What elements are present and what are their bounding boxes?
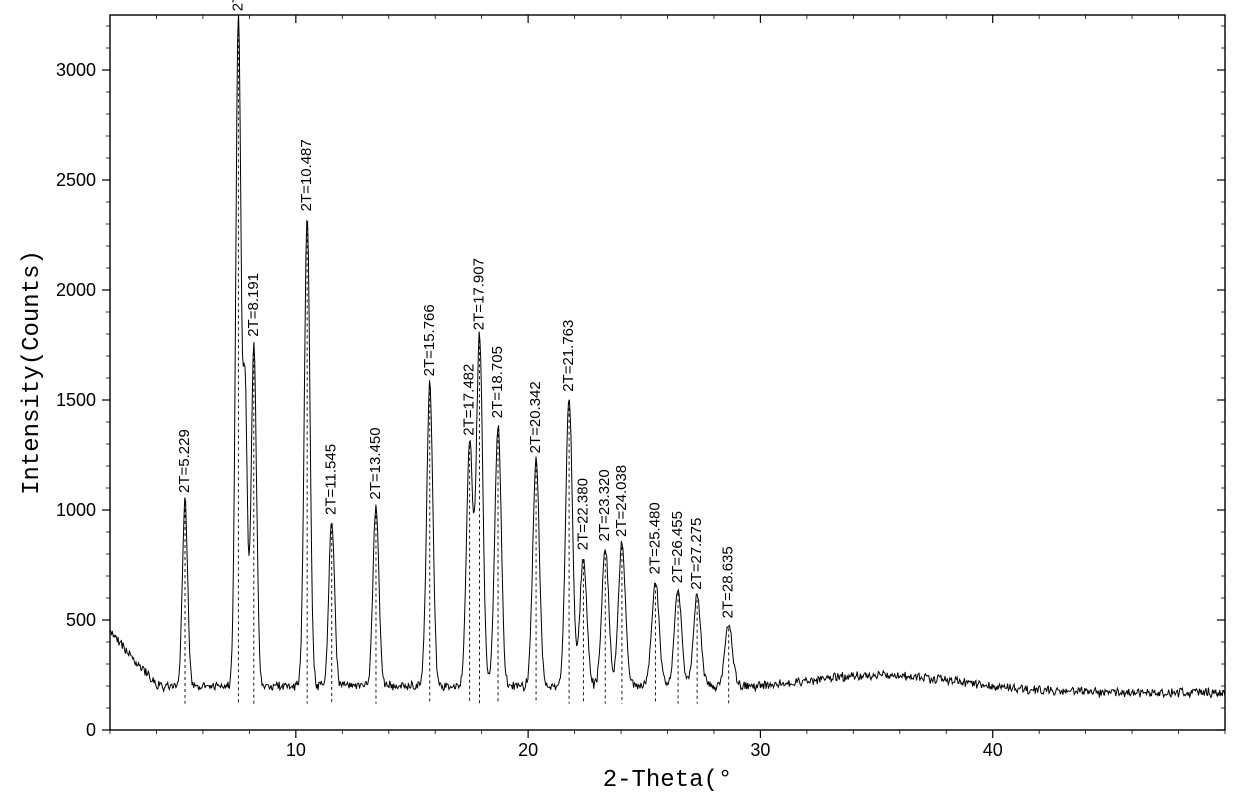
xrd-chart: 10 20 30 40 0 500 1000 1500 2000 2500 3000 2-Theta(… xyxy=(0,0,1240,794)
peak-label: 2T=20.342 xyxy=(527,381,544,453)
ytick-label: 0 xyxy=(86,720,96,740)
peak-label: 2T=17.482 xyxy=(461,364,478,436)
x-axis-label: 2-Theta(° xyxy=(603,767,733,794)
y-axis-label: Intensity(Counts) xyxy=(19,250,46,495)
xtick-label: 20 xyxy=(518,740,538,760)
ytick-label: 2500 xyxy=(56,170,96,190)
peak-label: 2T=15.766 xyxy=(421,304,438,376)
ytick-label: 1500 xyxy=(56,390,96,410)
peak-label: 2T=26.455 xyxy=(669,511,686,583)
peak-label: 2T=22.380 xyxy=(574,478,591,550)
xrd-pattern-line xyxy=(110,12,1225,698)
peak-label: 2T=23.320 xyxy=(596,469,613,541)
ytick-label: 1000 xyxy=(56,500,96,520)
peak-label: 2T=25.480 xyxy=(646,502,663,574)
peak-label: 2T=24.038 xyxy=(613,465,630,537)
plot-border xyxy=(110,15,1225,730)
xtick-label: 10 xyxy=(286,740,306,760)
ytick-label: 500 xyxy=(66,610,96,630)
peak-label: 2T=5.229 xyxy=(176,429,193,493)
peak-label: 2T=21.763 xyxy=(560,320,577,392)
xtick-label: 40 xyxy=(983,740,1003,760)
peak-label: 2T=8.191 xyxy=(245,273,262,337)
peak-label: 2T=17.907 xyxy=(471,258,488,330)
peak-label: 2T=27.275 xyxy=(688,518,705,590)
peak-label: 2T=10.487 xyxy=(298,139,315,211)
peak-label: 2T=18.705 xyxy=(489,346,506,418)
peak-label: 2T=13.450 xyxy=(367,427,384,499)
chart-svg: 10 20 30 40 0 500 1000 1500 2000 2500 3000 2-Theta(… xyxy=(0,0,1240,794)
ytick-label: 3000 xyxy=(56,60,96,80)
peak-label: 2T=28.635 xyxy=(720,546,737,618)
peak-label: 2T=11.545 xyxy=(323,444,340,515)
peak-label: 2T=7.527 xyxy=(229,0,246,11)
ytick-label: 2000 xyxy=(56,280,96,300)
xtick-label: 30 xyxy=(750,740,770,760)
